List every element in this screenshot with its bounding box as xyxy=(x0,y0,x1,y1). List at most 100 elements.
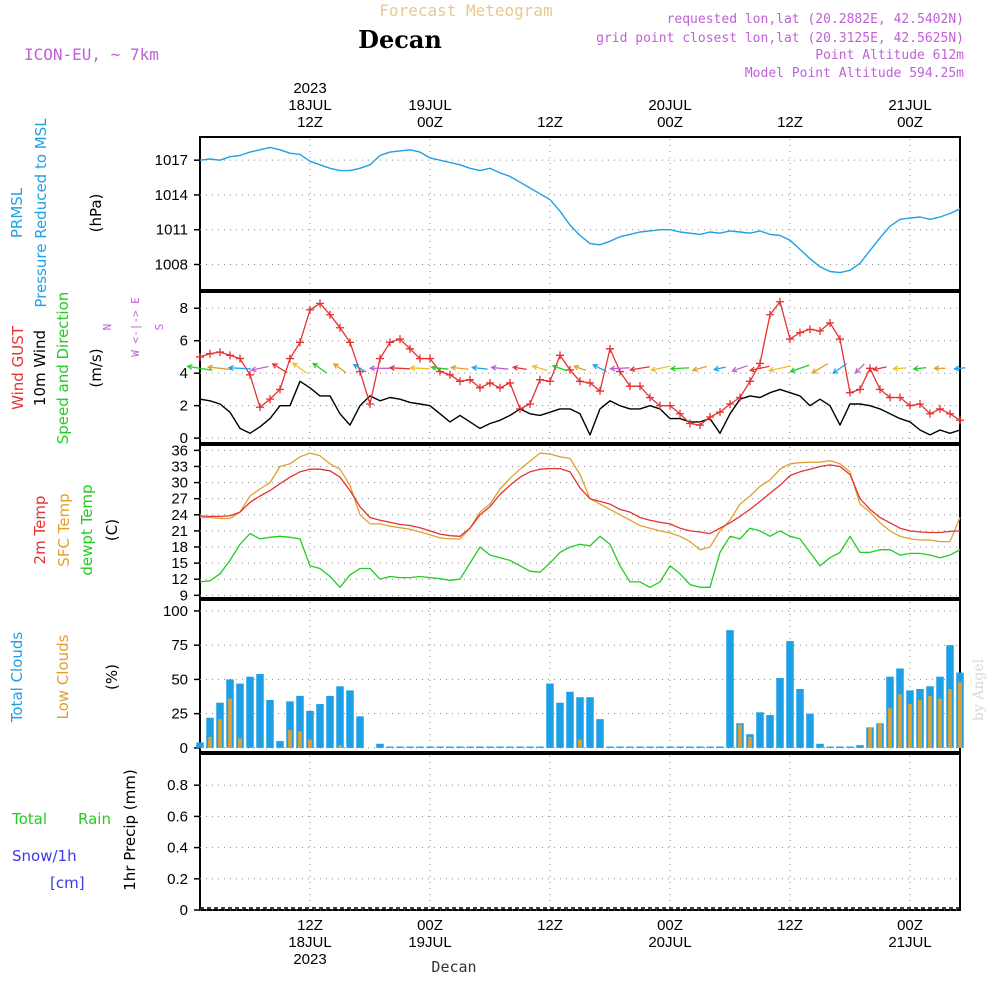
wind-direction-arrow xyxy=(312,362,328,374)
panels-group: 1008101110141017024689121518212427303336… xyxy=(155,136,966,919)
wind-direction-arrow xyxy=(353,364,367,373)
y-tick-label-clouds: 100 xyxy=(163,603,188,620)
time-label-top: 12Z xyxy=(777,114,803,131)
wind-direction-arrow xyxy=(451,366,469,370)
total-cloud-bar xyxy=(476,746,484,748)
time-label-top: 12Z xyxy=(297,114,323,131)
time-label-bottom: 19JUL xyxy=(408,934,451,951)
low-cloud-bar xyxy=(238,738,242,748)
total-cloud-bar xyxy=(256,673,264,748)
y-tick-label-precip: 0.2 xyxy=(167,871,188,888)
time-label-bottom: 00Z xyxy=(417,917,443,934)
pressure-unit: (hPa) xyxy=(87,194,105,233)
wind-gust-marker xyxy=(346,338,354,347)
wind-direction-arrowhead xyxy=(227,364,234,371)
low-cloud-bar xyxy=(888,708,892,748)
wind-direction-arrowhead xyxy=(271,363,278,369)
sfc-temp-line xyxy=(200,452,961,551)
wind-gust-marker xyxy=(576,377,584,386)
wind-direction-arrow xyxy=(671,367,689,370)
y-tick-label-temperature: 30 xyxy=(171,475,188,492)
total-cloud-bar xyxy=(446,746,454,748)
wind-gust-marker xyxy=(526,400,534,409)
wind-direction-arrow xyxy=(513,366,527,371)
time-label-bottom: 20JUL xyxy=(648,934,691,951)
wind-direction-arrow xyxy=(333,363,347,374)
watermark: by Angel xyxy=(971,658,987,721)
wind-direction-arrow xyxy=(855,363,865,374)
low-cloud-bar xyxy=(938,698,942,748)
wind-direction-arrowhead xyxy=(789,367,796,374)
wind-unit: (m/s) xyxy=(87,348,105,387)
wind-gust-marker xyxy=(486,378,494,387)
time-label-bottom: 2023 xyxy=(293,951,326,968)
wind-gust-marker xyxy=(556,351,564,360)
wind-gust-marker xyxy=(916,400,924,409)
wind-gust-marker xyxy=(636,382,644,391)
wind-direction-arrowhead xyxy=(953,365,960,372)
wind-gust-marker xyxy=(836,335,844,344)
total-cloud-bar xyxy=(316,704,324,748)
total-cloud-bar xyxy=(796,689,804,748)
wind-direction-arrow xyxy=(410,367,430,370)
total-cloud-bar xyxy=(576,697,584,748)
y-tick-label-precip: 0.6 xyxy=(167,808,188,825)
wind-direction-arrowhead xyxy=(471,364,478,371)
wind-gust-marker xyxy=(646,393,654,402)
wind-gust-marker xyxy=(666,401,674,410)
compass-north: N xyxy=(101,324,114,331)
model-label: ICON-EU, ~ 7km xyxy=(24,45,159,64)
wind-direction-arrow xyxy=(272,363,288,374)
wind-gust-marker xyxy=(906,401,914,410)
wind-gust-label: Wind GUST xyxy=(9,325,27,410)
total-cloud-bar xyxy=(846,746,854,748)
wind-gust-marker xyxy=(236,354,244,363)
grid-point-coords: grid point closest lon,lat (20.3125E, 42… xyxy=(596,31,964,46)
wind-gust-marker xyxy=(376,354,384,363)
pressure-label-short: PRMSL xyxy=(8,187,26,238)
temp-2m-label: 2m Temp xyxy=(31,496,49,565)
time-label-bottom: 18JUL xyxy=(288,934,331,951)
wind-direction-arrow xyxy=(811,363,829,374)
total-cloud-bar xyxy=(436,746,444,748)
wind-gust-marker xyxy=(566,365,574,374)
wind-gust-marker xyxy=(406,344,414,353)
total-cloud-bar xyxy=(696,746,704,748)
wind-direction-arrowhead xyxy=(854,367,861,374)
time-label-bottom: 12Z xyxy=(777,917,803,934)
panel-frame-pressure xyxy=(199,136,961,291)
y-tick-label-pressure: 1014 xyxy=(155,187,188,204)
total-cloud-bar xyxy=(416,746,424,748)
total-cloud-bar xyxy=(426,746,434,748)
total-cloud-bar xyxy=(566,691,574,748)
wind-gust-marker xyxy=(706,413,714,422)
wind-gust-marker xyxy=(736,393,744,402)
low-cloud-bar xyxy=(208,736,212,748)
time-label-top: 21JUL xyxy=(888,97,931,114)
time-label-top: 12Z xyxy=(537,114,563,131)
wind-direction-arrow xyxy=(769,365,791,372)
time-label-top: 2023 xyxy=(293,80,326,97)
wind-gust-marker xyxy=(826,318,834,327)
total-cloud-bar xyxy=(486,746,494,748)
total-cloud-bar xyxy=(776,678,784,748)
wind-gust-marker xyxy=(366,400,374,409)
low-cloud-bar xyxy=(898,694,902,748)
total-cloud-bar xyxy=(606,746,614,748)
wind-direction-arrowhead xyxy=(291,362,298,369)
wind-direction-arrow xyxy=(692,365,708,371)
y-tick-label-clouds: 0 xyxy=(180,740,188,757)
wind-direction-arrow xyxy=(187,365,213,371)
wind-gust-marker xyxy=(786,335,794,344)
wind-gust-marker xyxy=(846,388,854,397)
footer-location: Decan xyxy=(431,958,476,976)
y-tick-label-temperature: 21 xyxy=(171,523,188,540)
pressure-line xyxy=(199,146,961,274)
wind-direction-arrow xyxy=(610,367,630,370)
point-altitude: Point Altitude 612m xyxy=(815,48,964,63)
wind-direction-arrowhead xyxy=(409,365,416,371)
wind-direction-arrowhead xyxy=(352,363,359,370)
total-cloud-bar xyxy=(196,742,204,748)
total-cloud-bar xyxy=(706,746,714,748)
